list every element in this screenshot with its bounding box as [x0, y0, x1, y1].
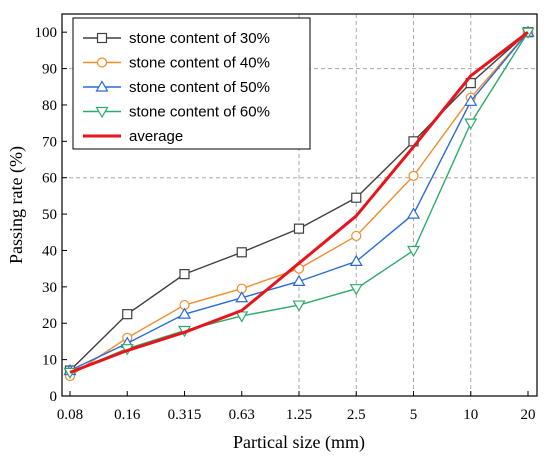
data-point-triangle-up	[177, 307, 192, 319]
y-tick-label: 100	[35, 25, 58, 41]
x-tick-label: 0.16	[114, 407, 141, 423]
legend-entry: stone content of 60%	[83, 104, 270, 121]
x-tick-label: 1.25	[286, 407, 312, 423]
series-group	[63, 25, 535, 382]
x-tick-label: 0.08	[57, 407, 83, 423]
data-point-square	[122, 309, 133, 320]
data-point-triangle-up	[349, 254, 363, 266]
legend-entry: stone content of 30%	[83, 30, 270, 47]
data-point-triangle-down	[349, 284, 363, 296]
data-point-circle	[351, 230, 362, 242]
x-tick-label: 2.5	[347, 407, 366, 423]
legend-label: average	[129, 128, 183, 145]
data-point-square	[351, 192, 362, 203]
legend-label: stone content of 60%	[129, 104, 270, 121]
data-point-square	[293, 223, 305, 234]
legend-box	[72, 17, 311, 150]
x-tick-label: 10	[463, 407, 478, 423]
data-point-triangle-down	[292, 300, 306, 312]
y-tick-label: 80	[42, 98, 57, 114]
x-tick-label: 0.63	[229, 407, 255, 423]
legend-label: stone content of 40%	[129, 55, 270, 72]
y-tick-label: 10	[42, 353, 57, 369]
data-point-triangle-up	[406, 207, 421, 219]
data-point-triangle-down	[406, 245, 421, 258]
x-tick-label: 20	[521, 407, 536, 423]
x-tick-label: 5	[410, 407, 418, 423]
data-point-square	[96, 32, 108, 44]
y-tick-label: 50	[42, 207, 57, 223]
y-tick-label: 90	[42, 62, 57, 78]
y-tick-label: 60	[42, 171, 57, 187]
y-tick-label: 20	[42, 316, 57, 332]
y-tick-label: 30	[42, 280, 57, 296]
x-tick-label: 0.315	[168, 407, 202, 423]
data-point-triangle-up	[292, 274, 306, 286]
data-point-square	[179, 269, 190, 280]
legend-label: stone content of 50%	[129, 79, 270, 96]
data-point-circle	[96, 57, 108, 68]
series-average	[69, 30, 529, 374]
x-axis-title: Partical size (mm)	[233, 432, 365, 453]
data-point-triangle-up	[235, 291, 249, 303]
axis-ticks: 0.08 0.16 0.315 0.63 1.25 2.5 5 10 20 0 10 20 30 40 50…	[35, 25, 536, 423]
y-tick-label: 40	[42, 243, 57, 259]
legend-entry: average	[83, 128, 183, 145]
legend-label: stone content of 30%	[129, 30, 270, 47]
series-line	[69, 30, 529, 374]
data-point-square	[236, 247, 247, 258]
y-axis-title: Passing rate (%)	[6, 146, 27, 264]
y-tick-label: 70	[42, 134, 57, 150]
data-point-triangle-up	[95, 80, 109, 92]
data-point-triangle-up	[464, 94, 478, 106]
legend: stone content of 30% stone content of 40%…	[72, 17, 311, 150]
legend-entry: stone content of 50%	[83, 79, 270, 96]
data-point-triangle-down	[95, 106, 109, 119]
data-point-circle	[408, 170, 419, 181]
y-tick-label: 0	[50, 389, 58, 405]
data-point-triangle-down	[464, 118, 478, 130]
legend-entry: stone content of 40%	[83, 55, 270, 72]
